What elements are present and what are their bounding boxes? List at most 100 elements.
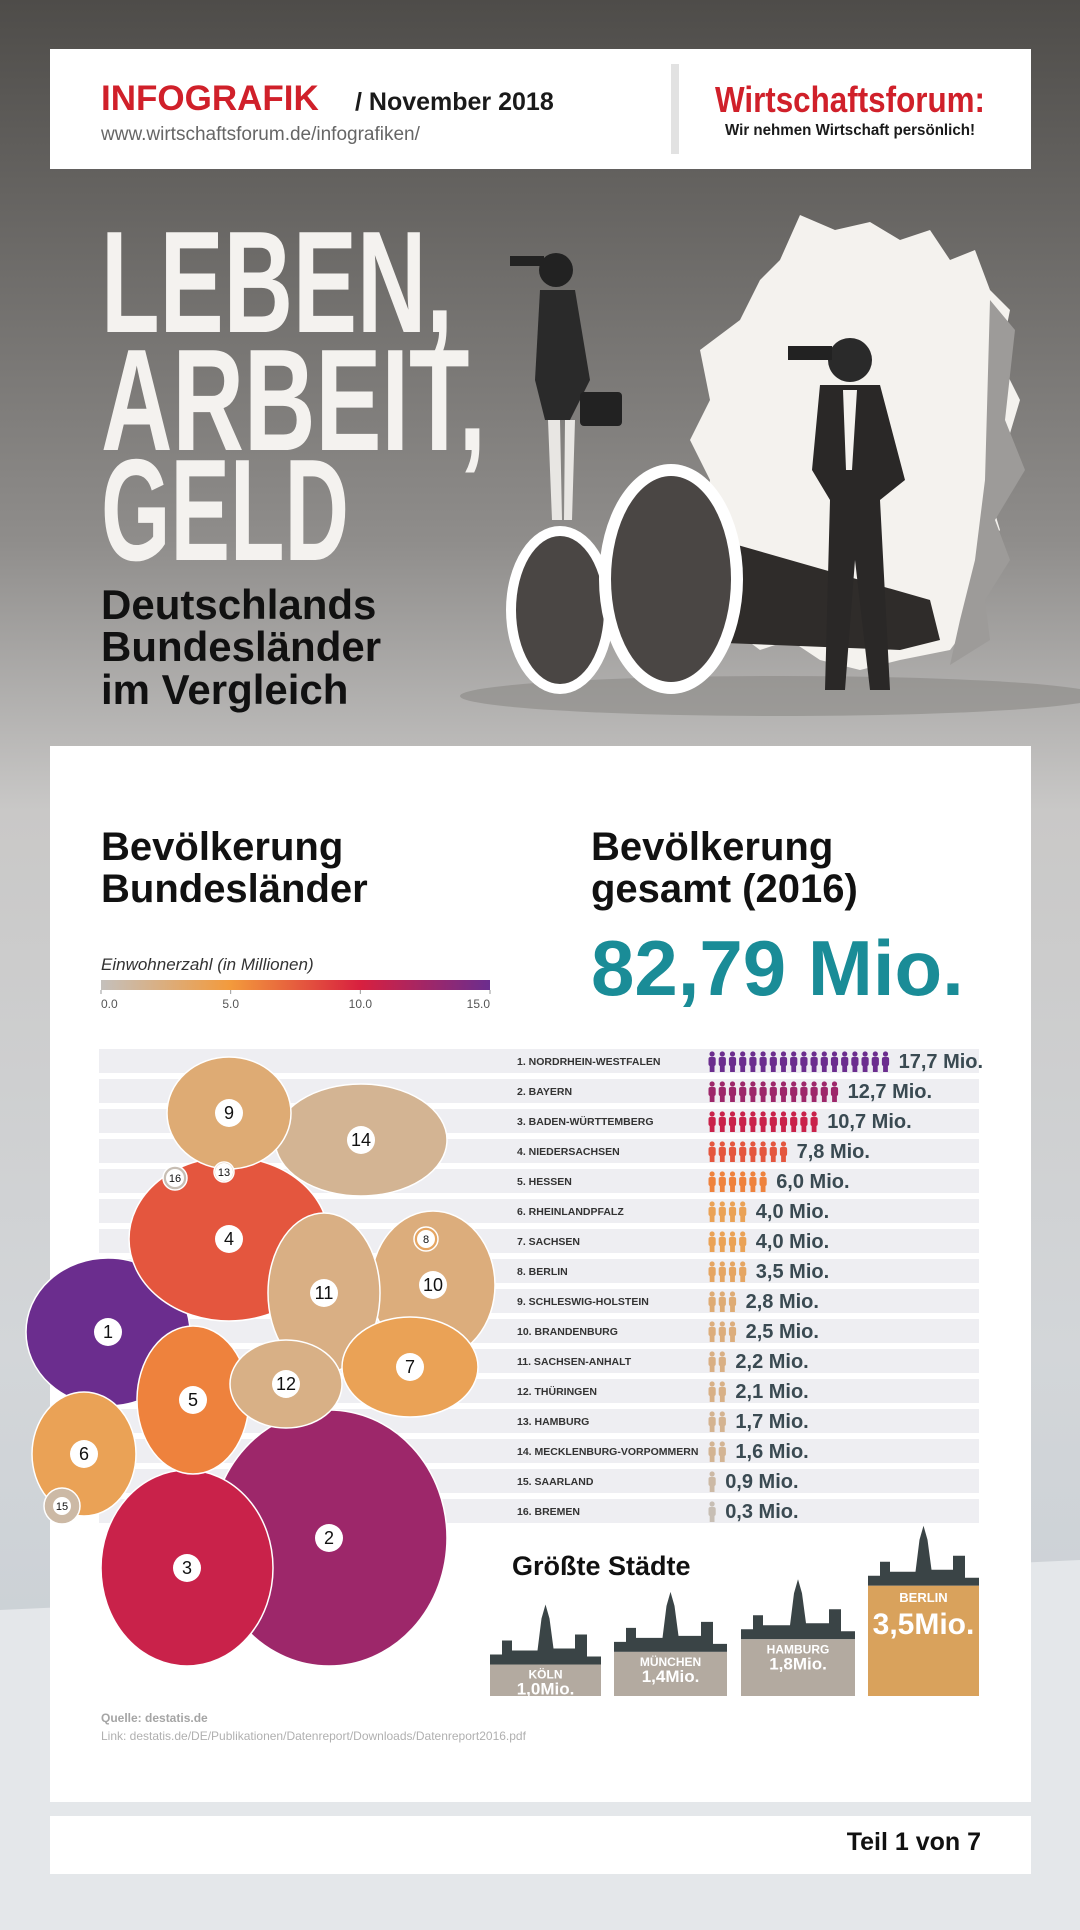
pictogram-bar xyxy=(708,1081,839,1102)
hero-title: GELD xyxy=(101,429,349,591)
person-body xyxy=(718,1117,726,1126)
person-legs xyxy=(750,1095,756,1102)
map-label: 1 xyxy=(103,1322,113,1342)
person-head xyxy=(709,1051,715,1057)
person-body xyxy=(769,1057,777,1066)
value-label: 1,6 Mio. xyxy=(735,1441,808,1463)
person-body xyxy=(708,1177,716,1186)
value-label: 2,1 Mio. xyxy=(735,1381,808,1403)
person-legs xyxy=(730,1215,735,1222)
value-label: 2,8 Mio. xyxy=(746,1291,819,1313)
person-head xyxy=(719,1201,725,1207)
row-stripe xyxy=(99,1319,979,1343)
person-legs xyxy=(740,1245,746,1252)
person-body xyxy=(728,1087,737,1096)
map-marker xyxy=(215,1225,243,1253)
person-legs xyxy=(730,1095,735,1102)
person-legs xyxy=(750,1155,756,1162)
person-body xyxy=(779,1087,788,1096)
pictogram-bar xyxy=(708,1381,726,1402)
person-legs xyxy=(801,1095,807,1102)
pictogram-bar xyxy=(708,1141,788,1162)
person-body xyxy=(779,1117,788,1126)
person-head xyxy=(729,1051,736,1057)
map-label: 7 xyxy=(405,1357,415,1377)
person-body xyxy=(708,1267,716,1276)
category-label: 11. SACHSEN-ANHALT xyxy=(517,1356,632,1368)
person-legs xyxy=(719,1155,725,1162)
person-body xyxy=(718,1087,726,1096)
map-marker xyxy=(70,1440,98,1468)
man-body xyxy=(812,385,905,690)
category-label: 12. THÜRINGEN xyxy=(517,1385,597,1398)
person-legs xyxy=(791,1095,797,1102)
person-legs xyxy=(709,1065,715,1072)
person-head xyxy=(760,1081,766,1087)
person-body xyxy=(718,1057,726,1066)
pictogram-bar xyxy=(708,1411,726,1432)
total-population: 82,79 Mio. xyxy=(591,924,964,1012)
person-head xyxy=(780,1081,787,1087)
person-head xyxy=(770,1051,776,1057)
person-body xyxy=(708,1237,716,1246)
person-head xyxy=(862,1051,868,1057)
man-shirt xyxy=(843,390,857,470)
person-legs xyxy=(719,1245,725,1252)
map-marker xyxy=(215,1099,243,1127)
woman-head xyxy=(539,253,573,287)
hero-subtitle: Bundesländer xyxy=(101,623,381,670)
header-box xyxy=(50,49,1031,169)
person-body xyxy=(841,1057,849,1066)
person-body xyxy=(749,1057,757,1066)
person-head xyxy=(729,1291,736,1297)
person-legs xyxy=(730,1065,735,1072)
value-label: 4,0 Mio. xyxy=(756,1201,829,1223)
value-label: 1,7 Mio. xyxy=(735,1411,808,1433)
person-legs xyxy=(781,1155,786,1162)
map-label: 14 xyxy=(351,1130,371,1150)
person-body xyxy=(769,1087,777,1096)
person-head xyxy=(760,1111,766,1117)
person-head xyxy=(719,1381,725,1387)
person-body xyxy=(718,1207,726,1216)
person-body xyxy=(708,1357,716,1366)
person-body xyxy=(739,1117,747,1126)
person-body xyxy=(728,1327,737,1336)
person-body xyxy=(790,1087,798,1096)
value-label: 2,2 Mio. xyxy=(735,1351,808,1373)
person-body xyxy=(800,1057,808,1066)
person-legs xyxy=(709,1365,715,1372)
person-legs xyxy=(770,1095,776,1102)
person-head xyxy=(719,1351,725,1357)
person-legs xyxy=(740,1185,746,1192)
man-head xyxy=(828,338,872,382)
map-label: 16 xyxy=(169,1173,181,1185)
category-label: 14. MECKLENBURG-VORPOMMERN xyxy=(517,1446,698,1458)
person-body xyxy=(779,1147,788,1156)
person-legs xyxy=(821,1095,827,1102)
person-legs xyxy=(852,1065,858,1072)
map-label: 3 xyxy=(182,1558,192,1578)
person-body xyxy=(739,1267,747,1276)
woman-bag xyxy=(580,392,622,426)
pictogram-bar xyxy=(708,1321,737,1342)
person-head xyxy=(791,1081,797,1087)
map-label: 9 xyxy=(224,1103,234,1123)
person-legs xyxy=(770,1155,776,1162)
category-label: 9. SCHLESWIG-HOLSTEIN xyxy=(517,1296,649,1308)
map-label: 4 xyxy=(224,1229,234,1249)
person-body xyxy=(749,1087,757,1096)
person-head xyxy=(729,1141,736,1147)
person-body xyxy=(708,1477,716,1486)
person-body xyxy=(810,1057,818,1066)
city-label: BERLIN xyxy=(899,1590,947,1605)
person-body xyxy=(708,1327,716,1336)
category-label: 4. NIEDERSACHSEN xyxy=(517,1146,620,1158)
category-label: 2. BAYERN xyxy=(517,1086,572,1098)
map-marker xyxy=(215,1163,233,1181)
person-head xyxy=(872,1051,878,1057)
person-body xyxy=(739,1237,747,1246)
person-body xyxy=(708,1297,716,1306)
